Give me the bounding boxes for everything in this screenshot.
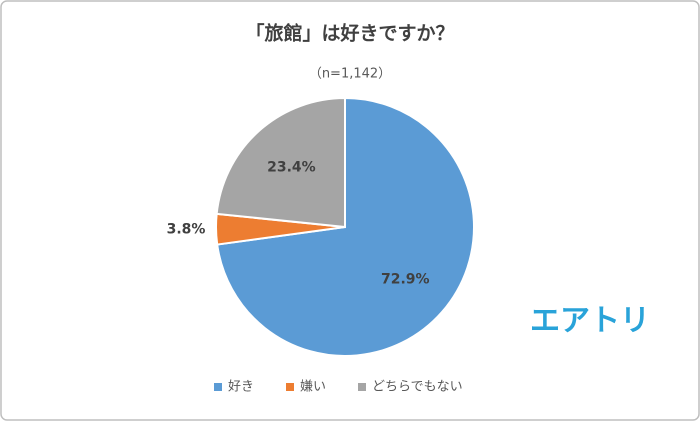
chart-title: 「旅館」は好きですか？ (245, 22, 454, 45)
data-label: 3.8% (167, 222, 206, 238)
legend-swatch (214, 383, 222, 391)
legend-label: どちらでもない (372, 380, 463, 395)
chart-subtitle: （n=1,142） (309, 67, 391, 82)
legend-label: 好き (228, 380, 254, 395)
brand-logo: エアトリ (530, 304, 650, 339)
legend-swatch (358, 383, 366, 391)
pie-slice (215, 96, 346, 229)
data-label: 72.9% (381, 272, 430, 288)
legend-label: 嫌い (300, 380, 326, 395)
legend-swatch (286, 383, 294, 391)
data-label: 23.4% (267, 160, 316, 176)
